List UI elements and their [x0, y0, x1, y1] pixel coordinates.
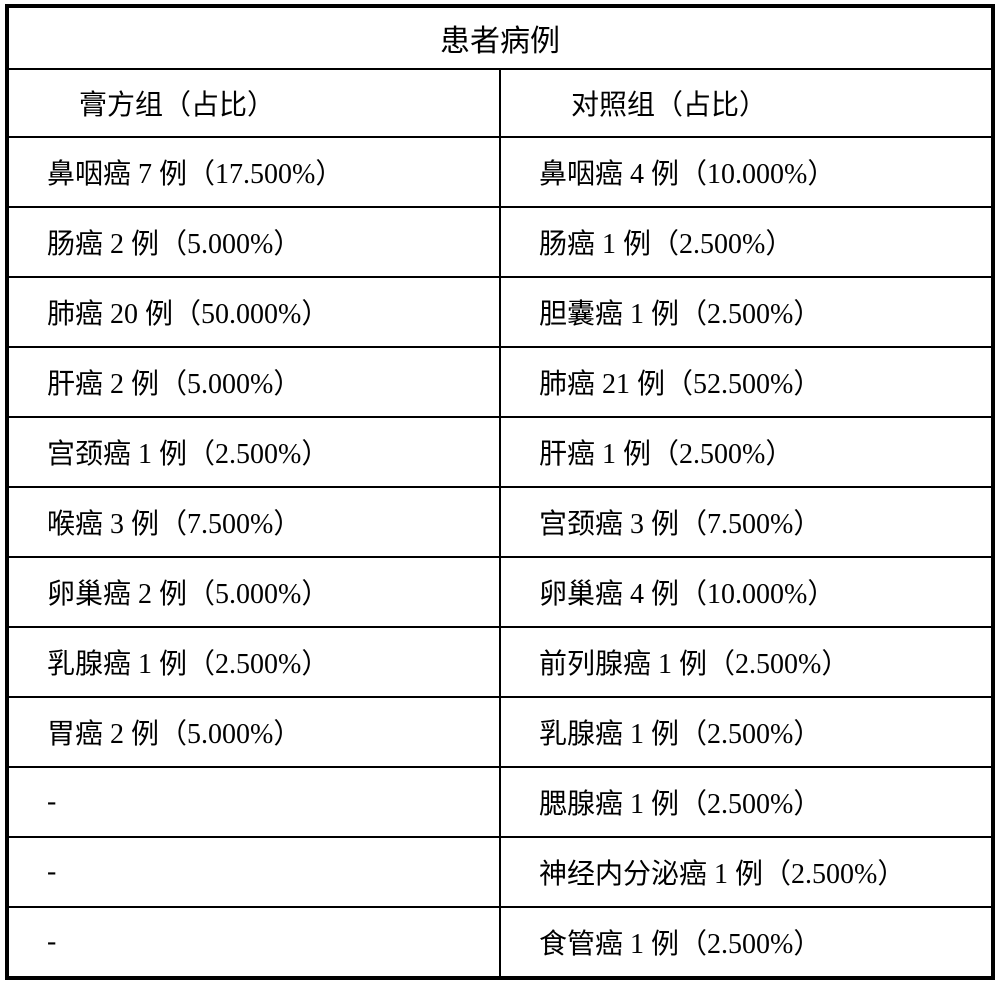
table-row: 乳腺癌 1 例（2.500%） 前列腺癌 1 例（2.500%）: [8, 627, 992, 697]
cell-right: 神经内分泌癌 1 例（2.500%）: [500, 837, 992, 907]
table-title: 患者病例: [8, 7, 992, 69]
cell-left: 肠癌 2 例（5.000%）: [8, 207, 500, 277]
cell-left: 肺癌 20 例（50.000%）: [8, 277, 500, 347]
table-row: 宫颈癌 1 例（2.500%） 肝癌 1 例（2.500%）: [8, 417, 992, 487]
cell-left: 宫颈癌 1 例（2.500%）: [8, 417, 500, 487]
table-row: 喉癌 3 例（7.500%） 宫颈癌 3 例（7.500%）: [8, 487, 992, 557]
col-header-right: 对照组（占比）: [500, 69, 992, 137]
cell-right: 腮腺癌 1 例（2.500%）: [500, 767, 992, 837]
cell-right: 肝癌 1 例（2.500%）: [500, 417, 992, 487]
cell-left: 胃癌 2 例（5.000%）: [8, 697, 500, 767]
cell-right: 胆囊癌 1 例（2.500%）: [500, 277, 992, 347]
patient-cases-table: 患者病例 膏方组（占比） 对照组（占比） 鼻咽癌 7 例（17.500%） 鼻咽…: [5, 4, 995, 980]
cell-left: -: [8, 907, 500, 977]
header-row: 膏方组（占比） 对照组（占比）: [8, 69, 992, 137]
table-row: 胃癌 2 例（5.000%） 乳腺癌 1 例（2.500%）: [8, 697, 992, 767]
cell-right: 前列腺癌 1 例（2.500%）: [500, 627, 992, 697]
table-row: 肠癌 2 例（5.000%） 肠癌 1 例（2.500%）: [8, 207, 992, 277]
cell-right: 乳腺癌 1 例（2.500%）: [500, 697, 992, 767]
table-row: 肝癌 2 例（5.000%） 肺癌 21 例（52.500%）: [8, 347, 992, 417]
cell-left: 肝癌 2 例（5.000%）: [8, 347, 500, 417]
cell-left: -: [8, 837, 500, 907]
cell-left: 喉癌 3 例（7.500%）: [8, 487, 500, 557]
table-row: - 食管癌 1 例（2.500%）: [8, 907, 992, 977]
table-row: 鼻咽癌 7 例（17.500%） 鼻咽癌 4 例（10.000%）: [8, 137, 992, 207]
data-table: 患者病例 膏方组（占比） 对照组（占比） 鼻咽癌 7 例（17.500%） 鼻咽…: [7, 6, 993, 978]
cell-left: 卵巢癌 2 例（5.000%）: [8, 557, 500, 627]
col-header-left: 膏方组（占比）: [8, 69, 500, 137]
cell-left: 乳腺癌 1 例（2.500%）: [8, 627, 500, 697]
cell-left: -: [8, 767, 500, 837]
cell-right: 肺癌 21 例（52.500%）: [500, 347, 992, 417]
table-row: 肺癌 20 例（50.000%） 胆囊癌 1 例（2.500%）: [8, 277, 992, 347]
table-row: - 神经内分泌癌 1 例（2.500%）: [8, 837, 992, 907]
cell-right: 卵巢癌 4 例（10.000%）: [500, 557, 992, 627]
table-row: 卵巢癌 2 例（5.000%） 卵巢癌 4 例（10.000%）: [8, 557, 992, 627]
cell-right: 食管癌 1 例（2.500%）: [500, 907, 992, 977]
cell-left: 鼻咽癌 7 例（17.500%）: [8, 137, 500, 207]
cell-right: 宫颈癌 3 例（7.500%）: [500, 487, 992, 557]
cell-right: 鼻咽癌 4 例（10.000%）: [500, 137, 992, 207]
table-row: - 腮腺癌 1 例（2.500%）: [8, 767, 992, 837]
title-row: 患者病例: [8, 7, 992, 69]
cell-right: 肠癌 1 例（2.500%）: [500, 207, 992, 277]
